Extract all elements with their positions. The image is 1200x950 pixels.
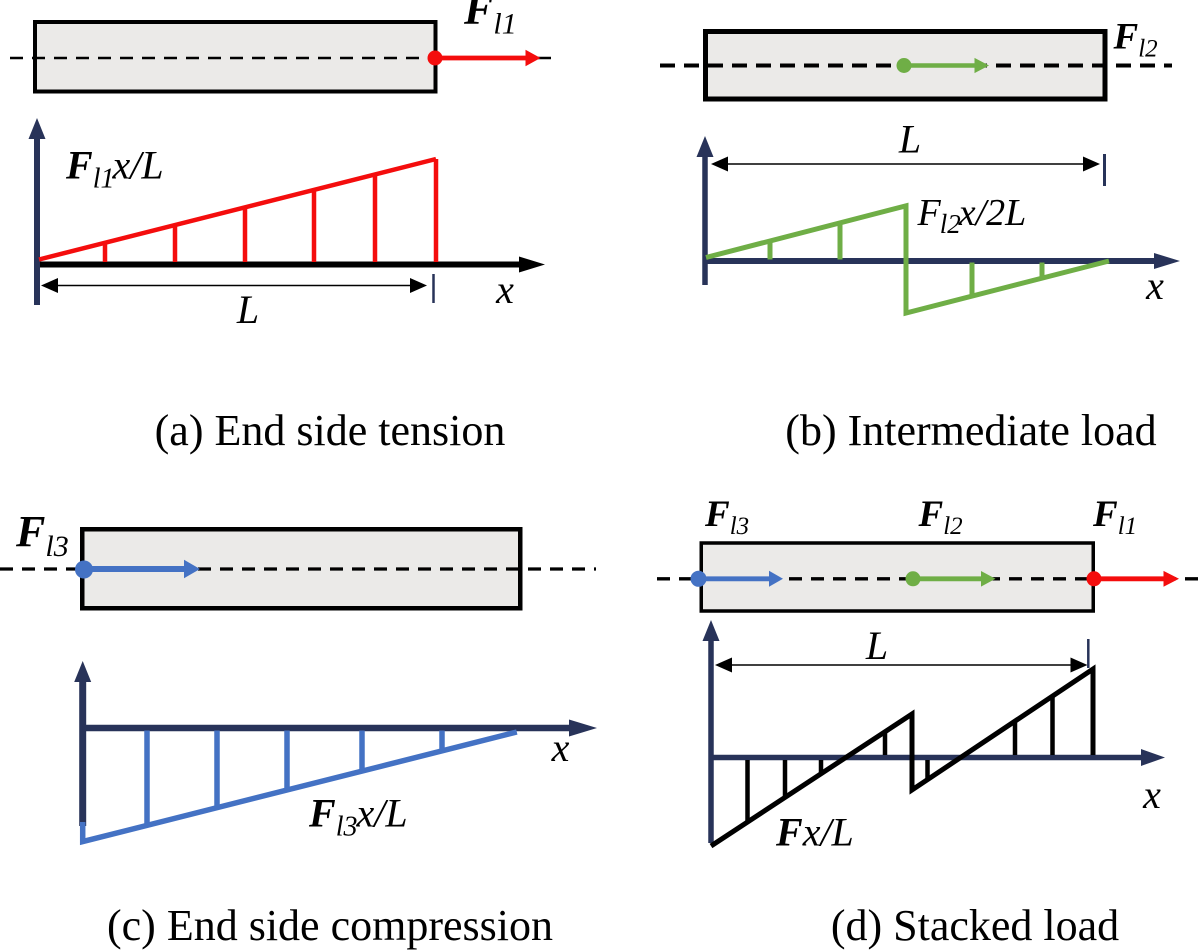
svg-text:x: x <box>1145 263 1164 308</box>
svg-text:x: x <box>1142 772 1161 817</box>
svg-text:L: L <box>898 117 921 162</box>
svg-text:(c) End side compression: (c) End side compression <box>107 901 553 950</box>
svg-text:Fl1: Fl1 <box>1092 494 1137 540</box>
svg-text:Fl1x/L: Fl1x/L <box>65 143 164 195</box>
svg-text:Fl3: Fl3 <box>15 507 69 563</box>
svg-text:Fl2: Fl2 <box>1113 17 1158 63</box>
svg-text:Fx/L: Fx/L <box>775 810 854 855</box>
svg-text:Fl1: Fl1 <box>463 0 517 41</box>
svg-text:Fl3x/L: Fl3x/L <box>308 791 408 843</box>
svg-text:(d) Stacked load: (d) Stacked load <box>831 901 1119 950</box>
svg-text:x: x <box>551 725 570 770</box>
svg-text:x: x <box>495 267 514 312</box>
svg-text:Fl2: Fl2 <box>918 494 963 540</box>
svg-text:(a) End side tension: (a) End side tension <box>155 406 506 455</box>
svg-text:Fl3: Fl3 <box>704 494 749 540</box>
svg-text:Fl2x/2L: Fl2x/2L <box>917 192 1027 239</box>
svg-text:L: L <box>865 623 888 668</box>
svg-text:(b) Intermediate load: (b) Intermediate load <box>785 406 1156 455</box>
svg-text:L: L <box>236 287 259 332</box>
